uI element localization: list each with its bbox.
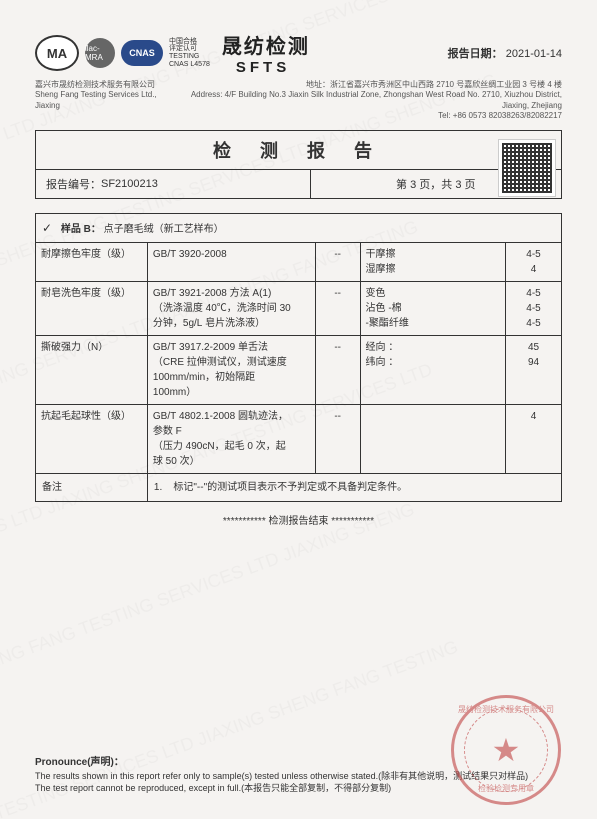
meta-row: 报告编号： SF2100213 第 3 页，共 3 页: [35, 170, 562, 199]
table-row: 耐摩擦色牢度（级） GB/T 3920-2008 -- 干摩擦湿摩擦 4-54: [36, 242, 562, 281]
company-logo: 晟纺检测 SFTS: [222, 30, 310, 76]
ilac-logo: ilac-MRA: [85, 38, 115, 68]
cnas-logo: CNAS: [121, 40, 163, 66]
addr-company-en: Sheng Fang Testing Services Ltd., Jiaxin…: [35, 90, 170, 111]
sample-row: ✓ 样品 B： 点子磨毛绒（新工艺样布）: [36, 213, 562, 242]
check-icon: ✓: [42, 221, 52, 235]
date-value: 2021-01-14: [506, 48, 562, 60]
cnas-label: 中国合格 评定认可 TESTING CNAS L4578: [169, 38, 210, 69]
cell-item: [360, 404, 505, 473]
cell-req: --: [315, 242, 360, 281]
cell-test: 撕破强力（N）: [36, 335, 148, 404]
remark-label: 备注: [36, 473, 148, 501]
company-name-cn: 晟纺检测: [222, 30, 310, 59]
cell-method: GB/T 4802.1-2008 圆轨迹法，参数 F（压力 490cN，起毛 0…: [147, 404, 315, 473]
sample-label: 样品 B：: [61, 224, 101, 235]
company-address: 嘉兴市晟纺检测技术服务有限公司 Sheng Fang Testing Servi…: [35, 80, 562, 122]
remark-text: 标记"--"的测试项目表示不予判定或不具备判定条件。: [173, 482, 407, 493]
ma-logo: MA: [35, 35, 79, 71]
addr-line-cn: 地址：浙江省嘉兴市秀洲区中山西路 2710 号嘉欣丝绸工业园 3 号楼 4 楼: [170, 80, 562, 90]
report-no-value: SF2100213: [101, 178, 158, 190]
report-date: 报告日期： 2021-01-14: [448, 45, 562, 61]
results-table: ✓ 样品 B： 点子磨毛绒（新工艺样布） 耐摩擦色牢度（级） GB/T 3920…: [35, 213, 562, 502]
stamp-text-bottom: 检验检测专用章: [454, 783, 558, 794]
cell-method: GB/T 3917.2-2009 单舌法（CRE 拉伸测试仪，测试速度100mm…: [147, 335, 315, 404]
cell-req: --: [315, 281, 360, 335]
date-label: 报告日期：: [448, 48, 503, 60]
cell-method: GB/T 3920-2008: [147, 242, 315, 281]
cell-item: 变色沾色 -棉-聚酯纤维: [360, 281, 505, 335]
sample-name: 点子磨毛绒（新工艺样布）: [104, 224, 224, 235]
cell-result: 4: [506, 404, 562, 473]
report-number-cell: 报告编号： SF2100213: [36, 170, 311, 198]
addr-company-cn: 嘉兴市晟纺检测技术服务有限公司: [35, 80, 170, 90]
cell-req: --: [315, 404, 360, 473]
cell-item: 干摩擦湿摩擦: [360, 242, 505, 281]
addr-line-en: Address: 4/F Building No.3 Jiaxin Silk I…: [170, 90, 562, 111]
company-name-en: SFTS: [236, 59, 290, 76]
cell-method: GB/T 3921-2008 方法 A(1)（洗涤温度 40℃，洗涤时间 30分…: [147, 281, 315, 335]
table-row: 耐皂洗色牢度（级） GB/T 3921-2008 方法 A(1)（洗涤温度 40…: [36, 281, 562, 335]
cell-test: 抗起毛起球性（级）: [36, 404, 148, 473]
cell-result: 4-54: [506, 242, 562, 281]
report-title: 检 测 报 告: [35, 130, 562, 170]
end-of-report: *********** 检测报告结束 ***********: [35, 512, 562, 527]
cell-test: 耐摩擦色牢度（级）: [36, 242, 148, 281]
table-row: 撕破强力（N） GB/T 3917.2-2009 单舌法（CRE 拉伸测试仪，测…: [36, 335, 562, 404]
stamp-text-top: 晟纺检测技术服务有限公司: [454, 704, 558, 715]
cell-item: 经向 ：纬向 ：: [360, 335, 505, 404]
qr-code: [499, 140, 555, 196]
cell-test: 耐皂洗色牢度（级）: [36, 281, 148, 335]
table-row: 抗起毛起球性（级） GB/T 4802.1-2008 圆轨迹法，参数 F（压力 …: [36, 404, 562, 473]
remark-num: 1.: [154, 482, 162, 493]
cell-result: 4594: [506, 335, 562, 404]
official-stamp: 晟纺检测技术服务有限公司 ★ 检验检测专用章: [451, 695, 561, 805]
cell-req: --: [315, 335, 360, 404]
addr-tel: Tel: +86 0573 82038263/82082217: [170, 111, 562, 121]
remark-row: 备注 1. 标记"--"的测试项目表示不予判定或不具备判定条件。: [36, 473, 562, 501]
logo-group: MA ilac-MRA CNAS 中国合格 评定认可 TESTING CNAS …: [35, 30, 310, 76]
cell-result: 4-54-54-5: [506, 281, 562, 335]
report-no-label: 报告编号：: [46, 176, 101, 192]
star-icon: ★: [492, 731, 521, 769]
header: MA ilac-MRA CNAS 中国合格 评定认可 TESTING CNAS …: [35, 30, 562, 76]
